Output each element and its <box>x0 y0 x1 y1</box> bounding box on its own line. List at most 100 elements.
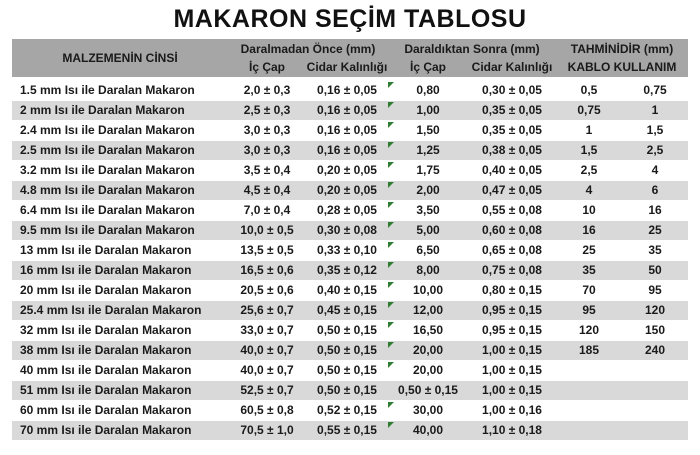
cell-cidar-once: 0,28 ± 0,05 <box>317 203 377 217</box>
error-indicator-icon <box>388 282 394 288</box>
cell-ic-cap-sonra: 1,00 <box>388 101 468 120</box>
header-cidar-after: Cidar Kalınlığı <box>471 60 553 74</box>
cell-material: 20 mm Isı ile Daralan Makaron <box>20 283 192 297</box>
cell-material: 2.5 mm Isı ile Daralan Makaron <box>20 143 195 157</box>
header-cidar-before: Cidar Kalınlığı <box>306 60 388 74</box>
cell-ic-cap-sonra-value: 2,00 <box>416 183 440 197</box>
cell-ic-cap-sonra-value: 1,00 <box>416 103 440 117</box>
cell-ic-cap-sonra: 16,50 <box>388 321 468 340</box>
cell-material: 38 mm Isı ile Daralan Makaron <box>20 343 192 357</box>
cell-kablo-2: 25 <box>648 223 662 237</box>
error-indicator-icon <box>388 422 394 428</box>
cell-ic-cap-sonra-value: 3,50 <box>416 203 440 217</box>
cell-cidar-sonra: 1,00 ± 0,15 <box>482 363 542 377</box>
cell-ic-cap-sonra: 12,00 <box>388 301 468 320</box>
cell-material: 13 mm Isı ile Daralan Makaron <box>20 243 192 257</box>
error-indicator-icon <box>388 402 394 408</box>
cell-kablo-1: 35 <box>582 263 596 277</box>
cell-material: 6.4 mm Isı ile Daralan Makaron <box>20 203 195 217</box>
cell-ic-cap-once: 3,0 ± 0,3 <box>243 143 291 157</box>
header-malzemenin-cinsi: MALZEMENİN CİNSİ <box>62 51 178 65</box>
table-row: 32 mm Isı ile Daralan Makaron 33,0 ± 0,7… <box>12 321 688 341</box>
cell-ic-cap-once: 13,5 ± 0,5 <box>240 243 294 257</box>
cell-cidar-sonra: 0,95 ± 0,15 <box>482 323 542 337</box>
cell-ic-cap-sonra: 8,00 <box>388 261 468 280</box>
cell-ic-cap-sonra-value: 1,25 <box>416 143 440 157</box>
cell-ic-cap-once: 7,0 ± 0,4 <box>243 203 291 217</box>
cell-ic-cap-sonra: 1,25 <box>388 141 468 160</box>
cell-ic-cap-sonra: 5,00 <box>388 221 468 240</box>
table-row: 51 mm Isı ile Daralan Makaron 52,5 ± 0,7… <box>12 381 688 401</box>
cell-kablo-1 <box>556 421 622 440</box>
table-row: 60 mm Isı ile Daralan Makaron 60,5 ± 0,8… <box>12 401 688 421</box>
table-row: 9.5 mm Isı ile Daralan Makaron 10,0 ± 0,… <box>12 221 688 241</box>
cell-ic-cap-sonra: 1,75 <box>388 161 468 180</box>
cell-material: 4.8 mm Isı ile Daralan Makaron <box>20 183 195 197</box>
cell-cidar-sonra: 0,38 ± 0,05 <box>482 143 542 157</box>
cell-ic-cap-sonra: 30,00 <box>388 401 468 420</box>
cell-cidar-once: 0,33 ± 0,10 <box>317 243 377 257</box>
cell-ic-cap-sonra: 10,00 <box>388 281 468 300</box>
cell-material: 60 mm Isı ile Daralan Makaron <box>20 403 192 417</box>
cell-cidar-once: 0,35 ± 0,12 <box>317 263 377 277</box>
cell-ic-cap-sonra-value: 6,50 <box>416 243 440 257</box>
cell-cidar-once: 0,20 ± 0,05 <box>317 163 377 177</box>
cell-cidar-once: 0,45 ± 0,15 <box>317 303 377 317</box>
cell-ic-cap-sonra: 0,80 <box>388 81 468 100</box>
cell-cidar-once: 0,30 ± 0,08 <box>317 223 377 237</box>
cell-kablo-2: 50 <box>648 263 662 277</box>
cell-kablo-2: 4 <box>651 163 659 177</box>
cell-ic-cap-once: 40,0 ± 0,7 <box>240 343 294 357</box>
cell-cidar-once: 0,16 ± 0,05 <box>317 83 377 97</box>
cell-kablo-1 <box>556 401 622 420</box>
cell-cidar-sonra: 0,35 ± 0,05 <box>482 123 542 137</box>
error-indicator-icon <box>388 362 394 368</box>
header-group-estimate-label: TAHMİNİDİR (mm) <box>570 42 674 56</box>
table-row: 70 mm Isı ile Daralan Makaron 70,5 ± 1,0… <box>12 421 688 441</box>
table-row: 20 mm Isı ile Daralan Makaron 20,5 ± 0,6… <box>12 281 688 301</box>
cell-kablo-2: 16 <box>648 203 662 217</box>
header-ic-cap-before: İç Çap <box>248 60 285 74</box>
table-row: 4.8 mm Isı ile Daralan Makaron 4,5 ± 0,4… <box>12 181 688 201</box>
cell-ic-cap-once: 52,5 ± 0,7 <box>240 383 294 397</box>
cell-kablo-2: 95 <box>648 283 662 297</box>
cell-kablo-1: 95 <box>582 303 596 317</box>
cell-cidar-sonra: 0,65 ± 0,08 <box>482 243 542 257</box>
cell-kablo-1: 185 <box>578 343 600 357</box>
cell-kablo-2: 120 <box>644 303 666 317</box>
cell-kablo-2: 240 <box>644 343 666 357</box>
cell-kablo-1: 1 <box>585 123 593 137</box>
cell-cidar-sonra: 0,30 ± 0,05 <box>482 83 542 97</box>
table-row: 25.4 mm Isı ile Daralan Makaron 25,6 ± 0… <box>12 301 688 321</box>
cell-material: 3.2 mm Isı ile Daralan Makaron <box>20 163 195 177</box>
cell-ic-cap-sonra-value: 0,80 <box>416 83 440 97</box>
table-row: 2 mm Isı ile Daralan Makaron 2,5 ± 0,3 0… <box>12 101 688 121</box>
error-indicator-icon <box>388 82 394 88</box>
cell-kablo-2: 0,75 <box>643 83 667 97</box>
cell-kablo-1: 2,5 <box>580 163 598 177</box>
error-indicator-icon <box>388 222 394 228</box>
cell-cidar-once: 0,50 ± 0,15 <box>317 363 377 377</box>
cell-cidar-once: 0,16 ± 0,05 <box>317 103 377 117</box>
cell-cidar-sonra: 0,35 ± 0,05 <box>482 103 542 117</box>
cell-material: 25.4 mm Isı ile Daralan Makaron <box>20 303 202 317</box>
cell-cidar-once: 0,20 ± 0,05 <box>317 183 377 197</box>
table-row: 2.5 mm Isı ile Daralan Makaron 3,0 ± 0,3… <box>12 141 688 161</box>
cell-cidar-sonra: 0,47 ± 0,05 <box>482 183 542 197</box>
table-row: 13 mm Isı ile Daralan Makaron 13,5 ± 0,5… <box>12 241 688 261</box>
cell-ic-cap-sonra: 0,50 ± 0,15 <box>388 381 468 400</box>
table-row: 38 mm Isı ile Daralan Makaron 40,0 ± 0,7… <box>12 341 688 361</box>
cell-ic-cap-once: 25,6 ± 0,7 <box>240 303 294 317</box>
cell-material: 32 mm Isı ile Daralan Makaron <box>20 323 192 337</box>
cell-ic-cap-sonra-value: 5,00 <box>416 223 440 237</box>
cell-kablo-1: 0,75 <box>577 103 601 117</box>
error-indicator-icon <box>388 162 394 168</box>
cell-cidar-sonra: 0,40 ± 0,05 <box>482 163 542 177</box>
cell-ic-cap-sonra-value: 8,00 <box>416 263 440 277</box>
table-body: 1.5 mm Isı ile Daralan Makaron 2,0 ± 0,3… <box>12 81 688 441</box>
cell-material: 2 mm Isı ile Daralan Makaron <box>20 103 185 117</box>
cell-ic-cap-sonra-value: 20,00 <box>412 363 444 377</box>
cell-ic-cap-sonra-value: 0,50 ± 0,15 <box>398 383 458 397</box>
cell-material: 40 mm Isı ile Daralan Makaron <box>20 363 192 377</box>
cell-kablo-1: 16 <box>582 223 596 237</box>
